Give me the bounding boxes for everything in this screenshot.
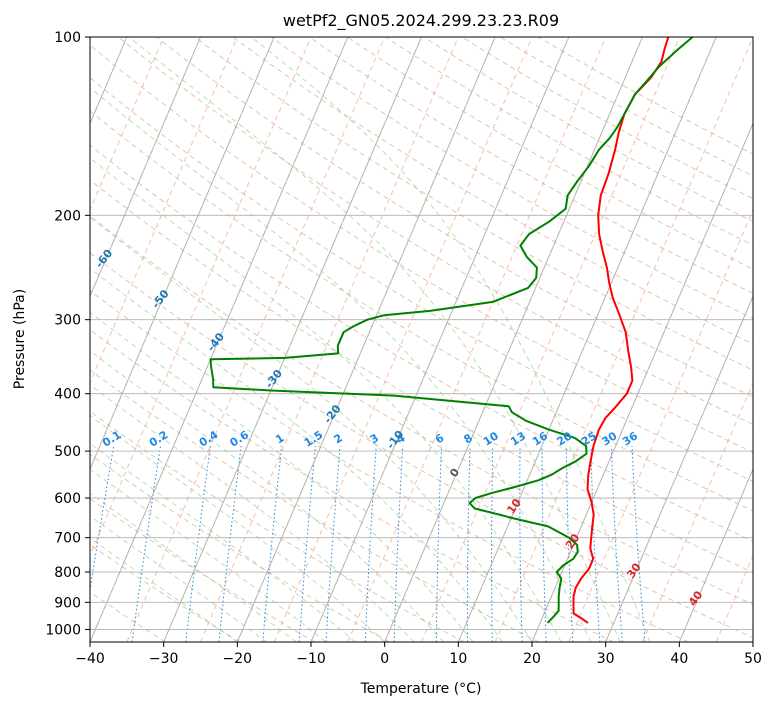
dry-adiabat bbox=[90, 179, 753, 573]
moist-adiabat bbox=[90, 492, 297, 642]
mixing-ratio-line bbox=[631, 445, 646, 642]
y-tick-label: 800 bbox=[54, 565, 81, 581]
isotherm bbox=[273, 37, 533, 642]
dry-adiabat bbox=[90, 215, 753, 606]
dewpoint-profile bbox=[209, 37, 694, 624]
grid bbox=[90, 37, 753, 642]
x-tick-label: −30 bbox=[149, 651, 179, 667]
skewed-gridline bbox=[163, 37, 422, 642]
y-axis: 100 200 300 400 500 600 700 800 900 1000 bbox=[45, 30, 90, 638]
dry-adiabat bbox=[90, 498, 315, 642]
mixing-ratio-line bbox=[466, 445, 471, 642]
dry-adiabat bbox=[156, 37, 753, 398]
dry-adiabat bbox=[461, 37, 753, 200]
skewed-gridline bbox=[90, 37, 275, 471]
x-tick-label: 50 bbox=[744, 651, 762, 667]
dry-adiabat bbox=[90, 144, 753, 542]
isotherm bbox=[568, 208, 753, 642]
skewed-gridline bbox=[236, 37, 496, 642]
mixing-ratio-line bbox=[610, 445, 623, 642]
isotherm bbox=[494, 37, 753, 642]
skewed-gridline bbox=[678, 467, 753, 642]
y-tick-label: 1000 bbox=[45, 622, 81, 638]
x-tick-label: 20 bbox=[523, 651, 541, 667]
mixing-ratio-line bbox=[185, 445, 211, 642]
mixing-ratio-line bbox=[519, 445, 523, 642]
isotherm bbox=[200, 37, 459, 642]
mixing-ratio-line bbox=[325, 445, 341, 642]
x-axis-label: Temperature (°C) bbox=[360, 681, 482, 697]
y-tick-label: 200 bbox=[54, 208, 81, 224]
x-tick-label: 10 bbox=[449, 651, 467, 667]
skewed-gridline bbox=[531, 122, 753, 642]
moist-adiabat bbox=[90, 267, 503, 642]
isotherm bbox=[90, 37, 238, 384]
mixing-ratio-line bbox=[90, 445, 115, 593]
chart-title: wetPf2_GN05.2024.299.23.23.R09 bbox=[283, 11, 559, 31]
dry-adiabat bbox=[270, 37, 753, 319]
moist-adiabat bbox=[90, 216, 533, 642]
x-tick-label: 40 bbox=[670, 651, 688, 667]
skewed-gridline bbox=[90, 37, 201, 298]
x-tick-label: 0 bbox=[380, 651, 389, 667]
skewed-gridline bbox=[457, 37, 717, 642]
y-axis-label: Pressure (hPa) bbox=[12, 289, 28, 389]
dry-adiabat bbox=[90, 290, 689, 642]
y-tick-label: 700 bbox=[54, 531, 81, 547]
isotherm bbox=[126, 37, 386, 642]
isotherm bbox=[642, 381, 753, 642]
dry-adiabat bbox=[90, 252, 753, 639]
dry-adiabat bbox=[90, 329, 614, 642]
isotherm bbox=[421, 37, 680, 642]
mixing-ratio-line bbox=[298, 445, 316, 642]
mixing-ratio-line bbox=[218, 445, 242, 642]
skewed-gridline bbox=[605, 295, 753, 642]
mixing-ratio-line bbox=[435, 445, 443, 642]
mixing-ratio-line bbox=[541, 445, 547, 642]
y-tick-label: 900 bbox=[54, 595, 81, 611]
x-axis: −40 −30 −20 −10 0 10 20 30 40 50 bbox=[75, 642, 762, 667]
dry-adiabat bbox=[90, 44, 753, 453]
mixing-ratio-line bbox=[364, 445, 377, 642]
x-tick-label: −10 bbox=[296, 651, 326, 667]
dry-adiabat bbox=[537, 37, 753, 155]
isotherm bbox=[90, 37, 312, 557]
x-tick-label: 30 bbox=[597, 651, 615, 667]
moist-adiabat bbox=[90, 311, 474, 642]
mixing-ratio-line bbox=[262, 445, 283, 642]
y-tick-label: 100 bbox=[54, 30, 81, 46]
dry-adiabat bbox=[90, 453, 390, 642]
skewed-gridline bbox=[310, 37, 570, 642]
x-tick-label: −20 bbox=[223, 651, 253, 667]
mixing-ratio-line bbox=[590, 445, 601, 642]
mixing-ratio-line bbox=[565, 445, 574, 642]
y-tick-label: 300 bbox=[54, 313, 81, 329]
moist-adiabat bbox=[250, 37, 651, 642]
moist-adiabat bbox=[90, 87, 592, 642]
mixing-ratio-line bbox=[491, 445, 494, 642]
dry-adiabat bbox=[423, 37, 753, 223]
dry-adiabat bbox=[308, 37, 753, 294]
skewed-gridline bbox=[90, 37, 349, 642]
y-tick-label: 400 bbox=[54, 387, 81, 403]
x-tick-label: −40 bbox=[75, 651, 105, 667]
temperature-profile bbox=[572, 37, 670, 624]
dry-adiabat bbox=[194, 37, 753, 371]
skewed-gridline bbox=[384, 37, 643, 642]
isotherm bbox=[347, 37, 607, 642]
mixing-ratio-line bbox=[131, 445, 161, 642]
moist-adiabat bbox=[90, 350, 444, 642]
y-tick-label: 500 bbox=[54, 444, 81, 460]
y-tick-label: 600 bbox=[54, 491, 81, 507]
series-layer bbox=[209, 37, 694, 624]
dry-adiabat bbox=[118, 37, 753, 425]
plot-frame bbox=[89, 36, 754, 643]
